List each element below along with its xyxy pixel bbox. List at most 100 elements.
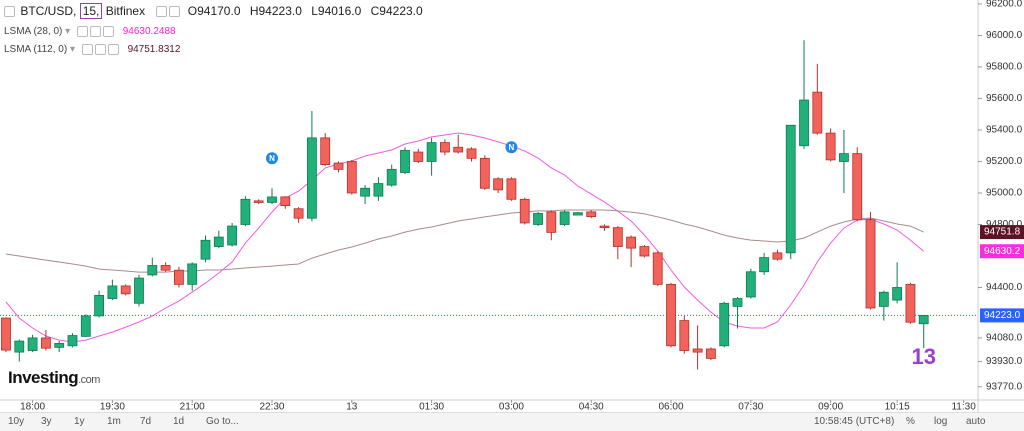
- candle-body: [878, 291, 889, 307]
- candle-body: [453, 146, 464, 153]
- legend-item: LSMA (112, 0) ▾ 94751.8312: [4, 44, 181, 56]
- candle-body: [360, 187, 371, 197]
- y-tick-label: 95400.0: [986, 125, 1023, 136]
- icon[interactable]: [102, 26, 114, 37]
- candle-body: [173, 269, 184, 285]
- candle-body: [639, 246, 650, 257]
- legend-value: 94751.8312: [127, 44, 181, 56]
- candle-body: [187, 263, 198, 285]
- candle-body: [27, 337, 38, 351]
- annotation: 13: [911, 344, 935, 369]
- icon[interactable]: [81, 44, 93, 55]
- icon[interactable]: [89, 26, 101, 37]
- legend-value: 94630.2488: [122, 26, 176, 38]
- candle-body: [134, 277, 144, 304]
- range-button[interactable]: 3y: [41, 416, 52, 427]
- range-button[interactable]: 1m: [107, 416, 121, 427]
- y-tick-label: 95800.0: [986, 62, 1023, 73]
- x-tick-label: 03:00: [499, 402, 524, 412]
- ohlc-open: O94170.0: [187, 4, 241, 18]
- goto-button[interactable]: Go to...: [206, 416, 239, 427]
- candle-body: [825, 132, 836, 161]
- candle-body: [812, 91, 823, 134]
- candle-body: [745, 271, 756, 298]
- range-button[interactable]: 1d: [173, 416, 185, 427]
- candle-body: [293, 208, 304, 219]
- icon[interactable]: [94, 44, 106, 55]
- x-tick-label: 21:00: [180, 402, 205, 412]
- y-tick-label: 94400.0: [986, 282, 1023, 293]
- x-tick-label: 19:30: [100, 402, 125, 412]
- candle-body: [413, 151, 424, 162]
- candle-body: [147, 265, 158, 276]
- price-badge-label: 94223.0: [984, 310, 1021, 321]
- option-button[interactable]: %: [906, 416, 915, 427]
- watermark: Investing.com: [8, 368, 100, 388]
- candle-body: [386, 168, 397, 186]
- y-tick-label: 95200.0: [986, 156, 1023, 167]
- price-badge: [980, 308, 1024, 323]
- candle-body: [546, 211, 557, 233]
- candle-body: [918, 314, 929, 325]
- candle-body: [67, 335, 78, 347]
- candle-body: [200, 239, 211, 260]
- candle-body: [80, 315, 91, 337]
- icon[interactable]: [156, 6, 168, 18]
- candle-body: [612, 227, 623, 247]
- symbol: BTC/USD,: [20, 4, 77, 18]
- event-marker: [505, 141, 518, 154]
- ohlc-low: L94016.0: [311, 4, 362, 18]
- y-tick-label: 93770.0: [986, 381, 1023, 392]
- toolbar: 10y 3y 1y 1m 7d 1d Go to... 10:58:45 (UTC+8)% lo…: [0, 412, 1024, 431]
- y-tick-label: 94800.0: [986, 219, 1023, 230]
- candle-body: [333, 162, 344, 170]
- candle-body: [14, 340, 25, 353]
- watermark-text: Investing: [8, 368, 79, 387]
- candle-body: [493, 178, 504, 191]
- chart: 96200.0 96000.0 95800.0 95600.0 95400.0 95200…: [0, 0, 1024, 412]
- x-tick-label: 10:15: [885, 402, 910, 412]
- candle-body: [307, 137, 317, 219]
- candle-body: [852, 153, 863, 221]
- candle-body: [107, 285, 118, 299]
- candle-body: [320, 137, 331, 166]
- ohlc-high: H94223.0: [249, 4, 302, 18]
- icon[interactable]: [107, 44, 119, 55]
- candle-body: [865, 219, 876, 309]
- candle-body: [346, 161, 357, 194]
- x-tick-label: 22:30: [259, 402, 284, 412]
- icon[interactable]: [169, 6, 181, 18]
- ma-line: [5, 132, 925, 343]
- candle-body: [1, 317, 11, 351]
- candle-body: [559, 211, 570, 225]
- candle-body: [652, 252, 663, 285]
- candle-body: [772, 252, 783, 260]
- icon[interactable]: [76, 26, 88, 37]
- option-button[interactable]: log: [934, 416, 948, 427]
- ma-line: [5, 209, 924, 273]
- range-button[interactable]: 1y: [74, 416, 85, 427]
- y-tick-label: 95600.0: [986, 93, 1023, 104]
- candle-body: [706, 348, 716, 359]
- legend-name: LSMA (112, 0): [4, 44, 68, 56]
- x-tick-label: 11:30: [951, 402, 976, 412]
- y-tick-label: 96200.0: [986, 0, 1023, 10]
- candle-body: [892, 287, 903, 301]
- candle-body: [40, 337, 51, 349]
- x-tick-label: 04:30: [579, 402, 604, 412]
- x-tick-label: 18:00: [20, 402, 45, 412]
- clock: 10:58:45 (UTC+8): [814, 416, 895, 427]
- collapse-icon[interactable]: [4, 6, 15, 18]
- candle-body: [626, 236, 637, 249]
- candle-body: [479, 157, 490, 189]
- interval[interactable]: 15,: [79, 3, 103, 19]
- option-button[interactable]: auto: [966, 416, 986, 427]
- range-button[interactable]: 10y: [8, 416, 25, 427]
- candle-body: [692, 348, 703, 353]
- event-label: N: [269, 154, 275, 163]
- exchange: Bitfinex: [105, 4, 146, 18]
- candle-body: [839, 153, 849, 162]
- y-tick-label: 95000.0: [986, 188, 1023, 199]
- candle-body: [267, 196, 277, 203]
- range-button[interactable]: 7d: [140, 416, 152, 427]
